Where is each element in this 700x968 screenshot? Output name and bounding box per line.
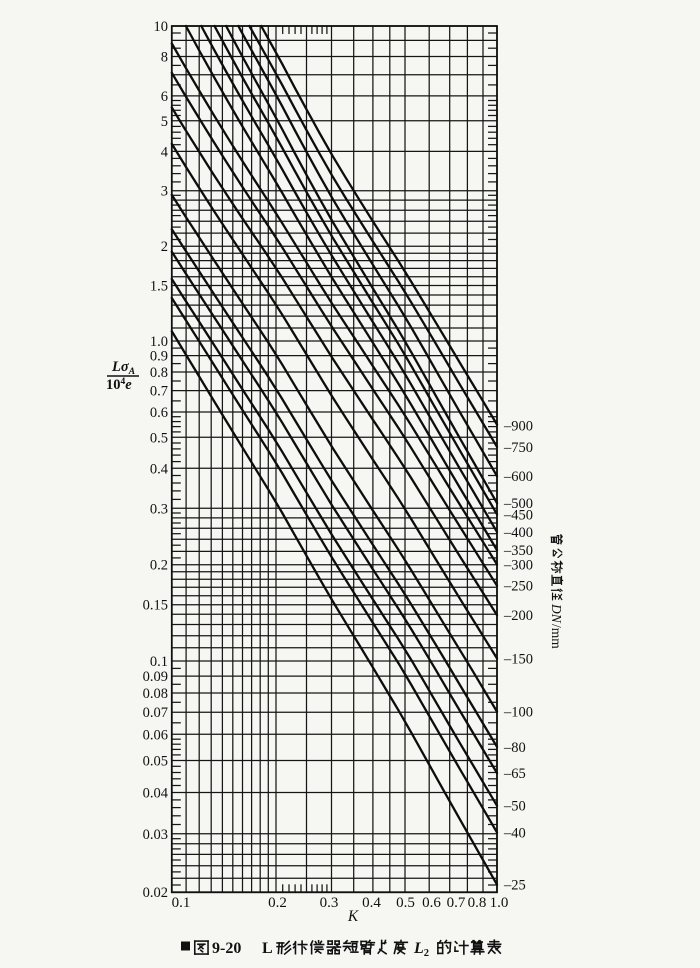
svg-text:104e: 104e <box>106 377 132 393</box>
svg-text:0.6: 0.6 <box>422 895 441 911</box>
svg-text:0.06: 0.06 <box>143 727 168 743</box>
svg-text:0.8: 0.8 <box>150 365 168 381</box>
svg-text:–65: –65 <box>503 766 526 782</box>
svg-text:–40: –40 <box>503 825 526 841</box>
svg-text:0.15: 0.15 <box>143 598 168 614</box>
svg-text:5: 5 <box>161 114 168 130</box>
svg-text:–300: –300 <box>503 557 533 573</box>
svg-text:–50: –50 <box>503 799 526 815</box>
svg-text:0.7: 0.7 <box>150 384 168 400</box>
svg-text:0.1: 0.1 <box>172 895 191 911</box>
svg-text:1.5: 1.5 <box>150 279 168 295</box>
svg-text:/mm: /mm <box>549 624 564 649</box>
svg-text:0.5: 0.5 <box>150 430 168 446</box>
svg-text:1.0: 1.0 <box>490 895 509 911</box>
svg-text:0.2: 0.2 <box>150 558 168 574</box>
svg-text:9-20: 9-20 <box>212 940 241 957</box>
svg-text:0.05: 0.05 <box>143 754 168 770</box>
svg-text:–400: –400 <box>503 525 533 541</box>
svg-text:–750: –750 <box>503 440 533 456</box>
svg-text:0.4: 0.4 <box>362 895 381 911</box>
svg-text:–200: –200 <box>503 608 533 624</box>
svg-text:0.9: 0.9 <box>150 349 168 365</box>
svg-text:–450: –450 <box>503 507 533 523</box>
svg-text:DN: DN <box>549 603 564 624</box>
svg-text:0.08: 0.08 <box>143 686 168 702</box>
svg-text:–100: –100 <box>503 705 533 721</box>
svg-text:–900: –900 <box>503 419 533 435</box>
svg-text:L: L <box>262 940 273 957</box>
svg-text:0.6: 0.6 <box>150 405 168 421</box>
svg-text:8: 8 <box>161 50 168 66</box>
svg-text:0.2: 0.2 <box>268 895 287 911</box>
svg-text:–25: –25 <box>503 878 526 894</box>
svg-text:0.09: 0.09 <box>143 669 168 685</box>
svg-text:6: 6 <box>161 89 168 105</box>
svg-text:–150: –150 <box>503 651 533 667</box>
svg-text:4: 4 <box>161 144 169 160</box>
svg-text:1.0: 1.0 <box>150 334 168 350</box>
svg-text:0.4: 0.4 <box>150 461 169 477</box>
svg-text:0.1: 0.1 <box>150 654 168 670</box>
svg-text:0.02: 0.02 <box>143 885 168 901</box>
svg-text:0.04: 0.04 <box>143 786 169 802</box>
svg-text:0.07: 0.07 <box>143 705 168 721</box>
svg-text:–250: –250 <box>503 579 533 595</box>
svg-text:2: 2 <box>161 239 168 255</box>
svg-text:0.5: 0.5 <box>396 895 415 911</box>
svg-text:0.03: 0.03 <box>143 827 168 843</box>
svg-text:–600: –600 <box>503 469 533 485</box>
svg-text:0.7: 0.7 <box>447 895 466 911</box>
svg-text:10: 10 <box>154 19 169 35</box>
svg-text:K: K <box>347 908 359 925</box>
svg-text:0.3: 0.3 <box>150 501 168 517</box>
svg-text:–80: –80 <box>503 740 526 756</box>
svg-text:0.8: 0.8 <box>468 895 487 911</box>
svg-text:0.3: 0.3 <box>320 895 339 911</box>
svg-text:3: 3 <box>161 184 168 200</box>
